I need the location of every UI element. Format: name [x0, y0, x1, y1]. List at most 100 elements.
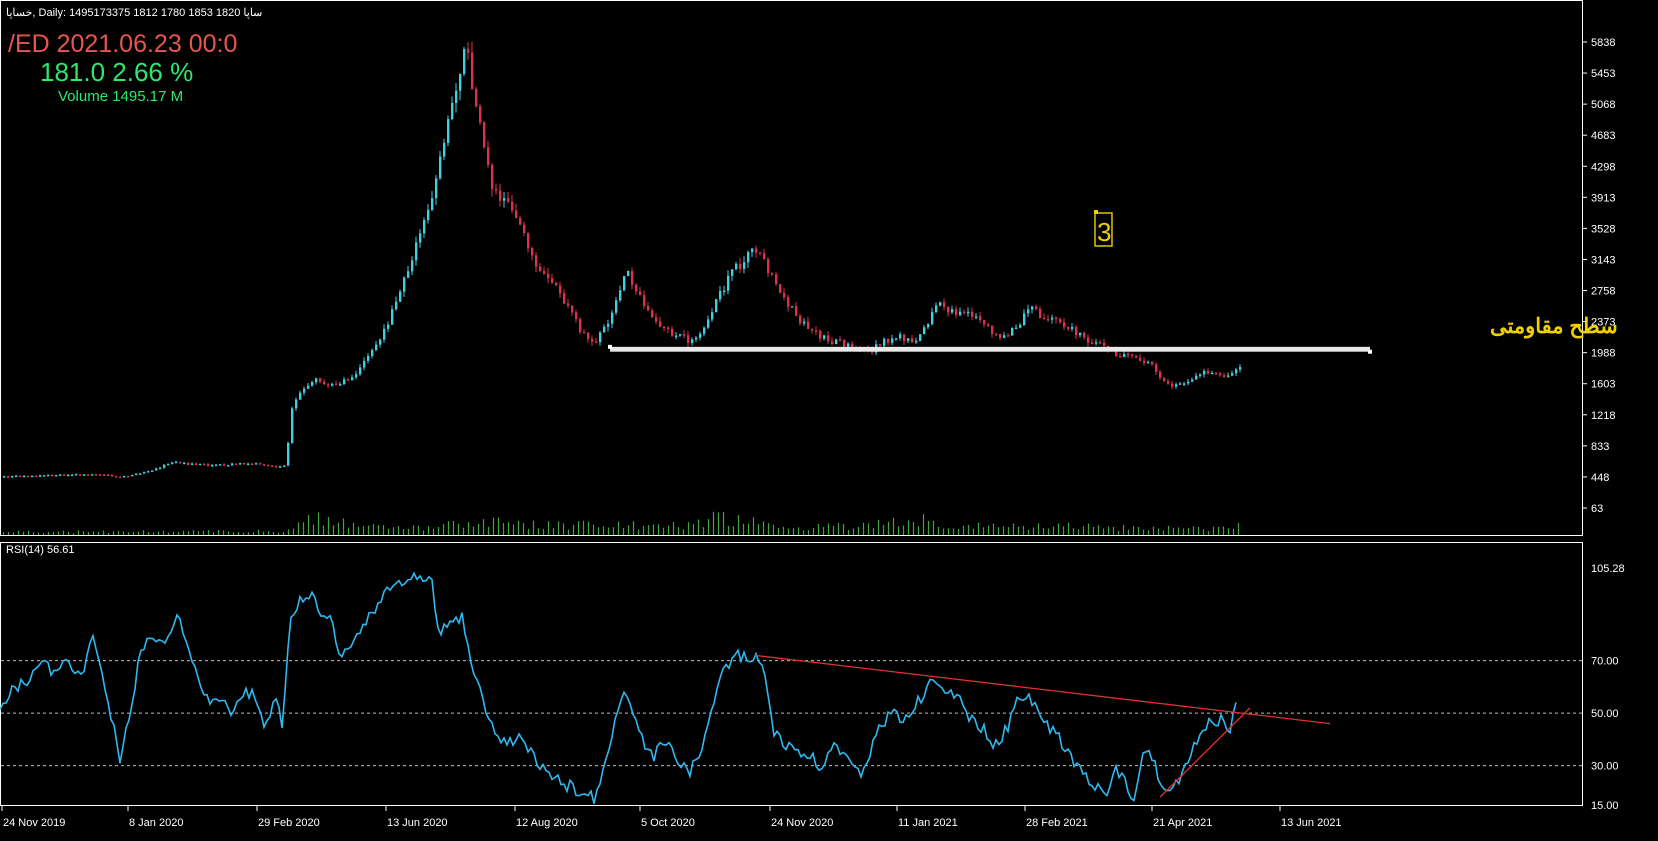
candle-body [783, 292, 786, 298]
resistance-zone[interactable] [608, 344, 1372, 354]
candle-body [679, 334, 682, 336]
candle-body [451, 102, 454, 120]
price-tick-label: 833 [1591, 441, 1609, 453]
candle-body [295, 399, 298, 409]
candle-body [743, 262, 746, 270]
candle-body [151, 470, 154, 472]
candle-body [1083, 332, 1086, 338]
candle-body [615, 300, 618, 313]
candle-body [835, 339, 838, 345]
candle-body [555, 282, 558, 286]
candle-body [75, 474, 78, 476]
candle-body [687, 335, 690, 343]
candle-body [1039, 308, 1042, 318]
wave-label-box[interactable] [1094, 212, 1113, 247]
candle-body [1035, 306, 1038, 309]
candle-body [271, 465, 274, 467]
candle-body [647, 305, 650, 311]
price-tick-label: 4298 [1591, 161, 1615, 173]
candle-body [403, 277, 406, 292]
candle-body [63, 474, 66, 476]
candle-body [755, 248, 758, 253]
candle-body [67, 474, 70, 477]
candle-body [383, 328, 386, 340]
candle-body [431, 198, 434, 210]
candle-body [291, 408, 294, 443]
candle-body [635, 284, 638, 292]
candle-body [891, 338, 894, 343]
candle-body [1191, 379, 1194, 382]
candle-body [871, 351, 874, 353]
candle-body [675, 335, 678, 337]
candle-body [443, 142, 446, 157]
candle-body [475, 88, 478, 107]
candle-body [1063, 322, 1066, 328]
wave-label-handle[interactable] [1094, 210, 1098, 214]
candle-body [1091, 342, 1094, 345]
candle-body [567, 303, 570, 306]
time-tick-label: 12 Aug 2020 [516, 817, 578, 829]
candle-body [747, 252, 750, 263]
candle-body [471, 52, 474, 89]
candle-body [1143, 360, 1146, 363]
candle-body [1147, 362, 1150, 364]
candle-body [703, 327, 706, 334]
price-tick-label: 1988 [1591, 348, 1615, 360]
candle-body [611, 312, 614, 324]
candle-body [39, 475, 42, 477]
candle-body [283, 465, 286, 467]
candle-body [247, 463, 250, 466]
candle-body [323, 381, 326, 385]
candle-body [659, 321, 662, 327]
rsi-tick-label: 105.28 [1591, 563, 1625, 575]
candle-body [811, 328, 814, 331]
rsi-trendlines[interactable] [754, 654, 1331, 798]
candle-body [683, 334, 686, 336]
candle-body [759, 252, 762, 254]
candle-body [1023, 313, 1026, 325]
candle-body [411, 260, 414, 272]
candle-body [975, 316, 978, 318]
time-tick-label: 24 Nov 2019 [3, 817, 65, 829]
resistance-rectangle [610, 346, 1370, 352]
candle-body [111, 474, 114, 477]
rsi-label: RSI(14) 56.61 [6, 544, 74, 556]
candle-body [91, 474, 94, 476]
candle-body [983, 320, 986, 325]
candle-body [7, 476, 10, 478]
candle-body [559, 285, 562, 294]
candle-body [607, 323, 610, 327]
candle-body [483, 122, 486, 148]
candle-body [1219, 373, 1222, 376]
candle-body [959, 311, 962, 316]
resistance-label[interactable]: سطح مقاومتی [1490, 315, 1618, 339]
candle-body [907, 338, 910, 341]
time-tick-label: 13 Jun 2020 [387, 817, 448, 829]
time-tick-label: 5 Oct 2020 [641, 817, 695, 829]
candle-body [1011, 327, 1014, 336]
candle-body [1003, 335, 1006, 338]
candle-body [1207, 370, 1210, 374]
candle-body [1027, 309, 1030, 314]
candle-body [495, 189, 498, 191]
candle-body [847, 343, 850, 347]
candle-body [307, 385, 310, 389]
candle-body [1151, 362, 1154, 365]
time-tick-label: 11 Jan 2021 [898, 817, 958, 829]
candle-body [387, 324, 390, 329]
wave-label[interactable]: 3 [1097, 217, 1111, 247]
candle-body [579, 318, 582, 332]
candle-body [1055, 317, 1058, 320]
candle-body [739, 263, 742, 270]
candle-body [1031, 306, 1034, 310]
price-tick-label: 4683 [1591, 130, 1615, 142]
candle-body [1203, 370, 1206, 375]
price-tick-label: 1218 [1591, 410, 1615, 422]
candle-body [919, 334, 922, 341]
candle-body [903, 334, 906, 341]
candle-body [415, 242, 418, 261]
candle-body [223, 464, 226, 466]
candle-body [407, 271, 410, 278]
candle-body [331, 383, 334, 386]
candle-body [931, 312, 934, 325]
